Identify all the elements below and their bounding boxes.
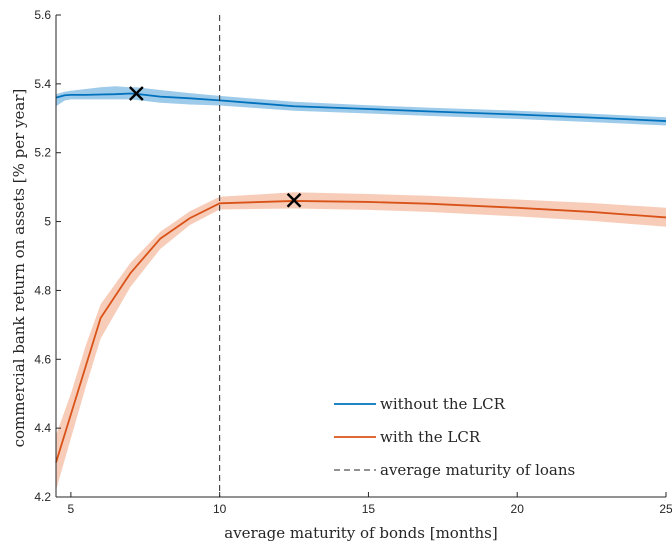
optimum-marker-1 [128,86,144,101]
confidence-band-2 [56,192,666,491]
legend-entry-3: average maturity of loans [334,461,575,479]
optimum-markers [128,86,302,208]
x-axis-label: average maturity of bonds [months] [224,524,497,542]
x-tick-label: 25 [659,502,672,516]
optimum-marker-2 [286,192,302,208]
series-line-1 [55,92,667,122]
x-tick-label: 10 [213,502,227,516]
y-tick-label: 4.8 [34,283,51,297]
x-tick-label: 20 [511,502,525,516]
series-lines [55,92,667,463]
legend-entry-1: without the LCR [334,395,506,413]
x-tick-label: 5 [68,502,75,516]
y-tick-label: 5.2 [34,146,51,160]
y-ticks: 4.2 4.4 4.6 4.8 5 5.2 5.4 5.6 [34,8,61,504]
y-tick-label: 4.4 [34,421,51,435]
y-tick-label: 4.2 [34,490,51,504]
bands [56,86,666,491]
confidence-band-1 [56,86,666,126]
axes [55,15,666,498]
legend-label: without the LCR [380,395,506,413]
series-line-2 [55,200,667,463]
legend-entry-2: with the LCR [334,428,481,446]
x-ticks: 5 10 15 20 25 [68,492,672,516]
legend: without the LCR with the LCR average matur… [334,395,575,479]
y-tick-label: 5 [44,215,51,229]
legend-label: average maturity of loans [380,461,575,479]
legend-label: with the LCR [380,428,481,446]
y-axis-label: commercial bank return on assets [% per … [10,89,28,448]
x-tick-label: 15 [362,502,376,516]
y-tick-label: 5.6 [34,8,51,22]
y-tick-label: 5.4 [34,77,51,91]
y-tick-label: 4.6 [34,352,51,366]
